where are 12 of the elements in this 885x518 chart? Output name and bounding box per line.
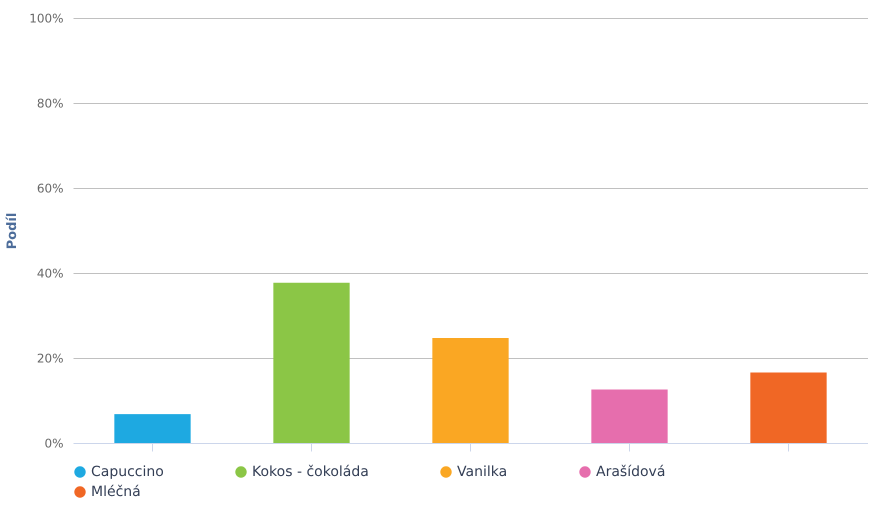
y-axis-title: Podíl <box>5 212 20 250</box>
legend-label: Vanilka <box>457 464 508 480</box>
legend-label: Arašídová <box>596 464 666 480</box>
y-tick-label: 20% <box>36 352 64 366</box>
y-tick-label: 40% <box>36 266 64 280</box>
legend-label: Capuccino <box>91 464 164 480</box>
y-tick-label: 0% <box>44 436 64 450</box>
y-tick-label: 80% <box>36 96 64 110</box>
legend-label: Kokos - čokoláda <box>252 464 369 480</box>
y-tick-label: 60% <box>36 182 64 196</box>
legend-label: Mléčná <box>91 484 141 500</box>
y-tick-label: 100% <box>29 12 64 26</box>
